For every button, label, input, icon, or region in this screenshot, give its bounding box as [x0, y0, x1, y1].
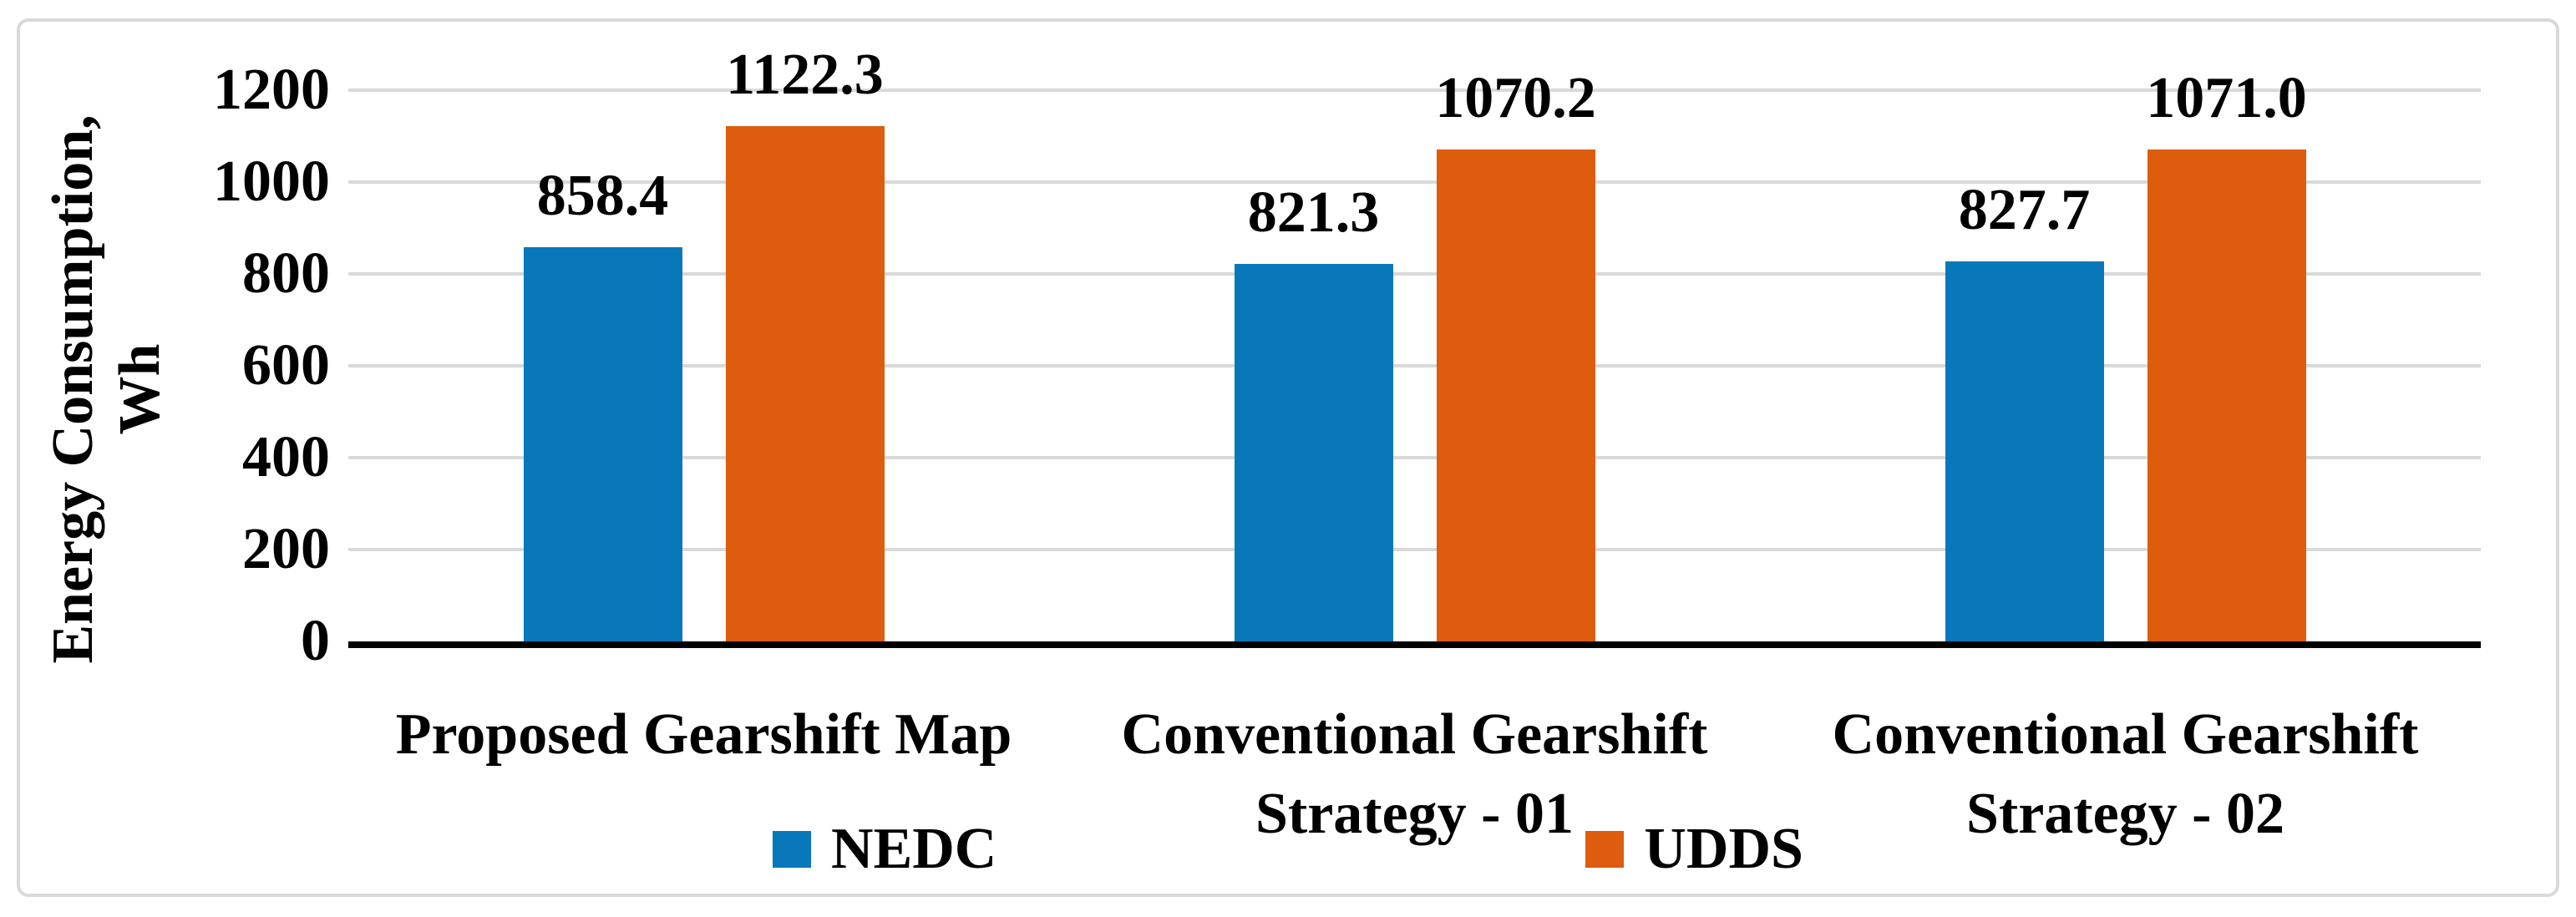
legend-item-udds: UDDS [1585, 820, 1803, 879]
category-label: Conventional Gearshift Strategy - 01 [1060, 695, 1770, 854]
category-label-line: Strategy - 02 [1965, 782, 2284, 846]
y-axis-title-line1: Energy Consumption, [41, 114, 105, 664]
legend-label: UDDS [1644, 817, 1803, 881]
bar-value-label: 821.3 [1247, 180, 1380, 245]
category-label-line: Strategy - 01 [1255, 782, 1574, 846]
bar-value-label: 827.7 [1958, 178, 2091, 242]
gridline-1000 [348, 180, 2481, 184]
y-tick-label: 600 [242, 333, 330, 398]
y-tick-label: 1200 [213, 58, 330, 122]
legend: NEDC UDDS [0, 820, 2576, 879]
category-label: Conventional Gearshift Strategy - 02 [1771, 695, 2481, 854]
category-label-line: Conventional Gearshift [1832, 702, 2419, 767]
x-axis-line [348, 641, 2481, 648]
bar-nedc-2 [1234, 264, 1393, 641]
bar-value-label: 1122.3 [726, 43, 884, 107]
y-tick-label: 200 [242, 517, 330, 581]
bar-nedc-3 [1945, 261, 2104, 641]
legend-swatch-udds [1585, 831, 1625, 868]
y-tick-label: 0 [301, 609, 330, 673]
bar-udds-2 [1436, 149, 1595, 641]
category-label: Proposed Gearshift Map [349, 695, 1059, 774]
legend-label: NEDC [831, 817, 997, 881]
category-label-line: Conventional Gearshift [1121, 702, 1708, 767]
gridline-600 [348, 364, 2481, 367]
y-tick-label: 800 [242, 241, 330, 306]
gridline-400 [348, 456, 2481, 459]
category-label-line: Proposed Gearshift Map [395, 702, 1012, 767]
y-tick-label: 1000 [213, 149, 330, 214]
bar-value-label: 1070.2 [1435, 66, 1596, 130]
bar-udds-3 [2147, 149, 2306, 641]
legend-item-nedc: NEDC [773, 820, 996, 879]
gridline-200 [348, 548, 2481, 551]
bar-nedc-1 [523, 247, 682, 641]
gridline-1200 [348, 89, 2481, 92]
y-tick-label: 400 [242, 425, 330, 489]
bar-value-label: 1071.0 [2146, 66, 2307, 130]
gridline-800 [348, 272, 2481, 276]
bar-udds-1 [725, 126, 885, 641]
bar-value-label: 858.4 [536, 164, 669, 228]
legend-swatch-nedc [773, 831, 812, 868]
